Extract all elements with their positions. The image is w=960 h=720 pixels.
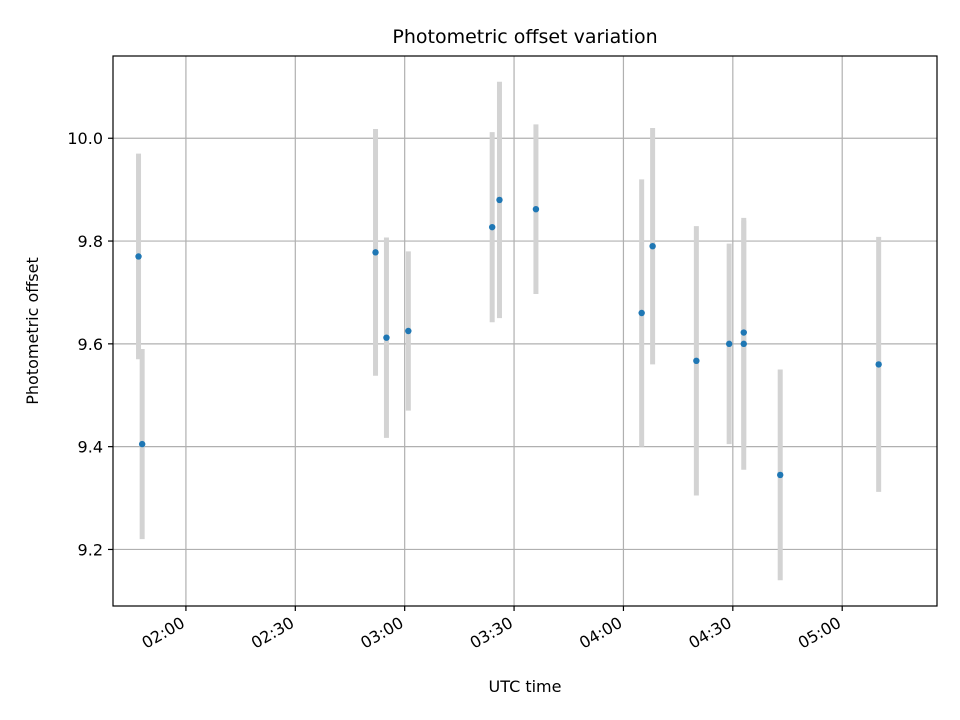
data-point xyxy=(725,340,733,348)
data-point xyxy=(405,327,412,335)
data-point xyxy=(488,223,496,231)
data-point xyxy=(383,334,390,341)
y-tick-label: 9.4 xyxy=(78,438,103,457)
data-points xyxy=(135,196,882,479)
y-tick-label: 9.8 xyxy=(78,232,103,251)
data-point xyxy=(649,242,656,250)
y-tick-label: 9.6 xyxy=(78,335,103,354)
data-point xyxy=(372,249,379,256)
data-point xyxy=(138,440,146,448)
grid xyxy=(113,56,937,606)
data-point xyxy=(740,340,747,348)
data-point xyxy=(875,361,882,368)
plot-frame xyxy=(112,55,938,607)
y-tick-label: 9.2 xyxy=(78,540,103,559)
y-axis-ticks: 9.2 9.4 9.6 9.8 10.0 xyxy=(67,129,113,559)
data-point xyxy=(740,329,747,336)
data-point xyxy=(135,253,142,260)
data-point xyxy=(638,309,645,317)
data-point xyxy=(496,196,503,204)
y-axis-label: Photometric offset xyxy=(23,257,42,405)
chart-title: Photometric offset variation xyxy=(392,26,657,48)
x-axis-label: UTC time xyxy=(489,677,562,696)
data-point xyxy=(693,357,700,365)
data-point xyxy=(777,471,784,479)
data-point xyxy=(532,205,540,213)
y-tick-label: 10.0 xyxy=(67,129,103,148)
